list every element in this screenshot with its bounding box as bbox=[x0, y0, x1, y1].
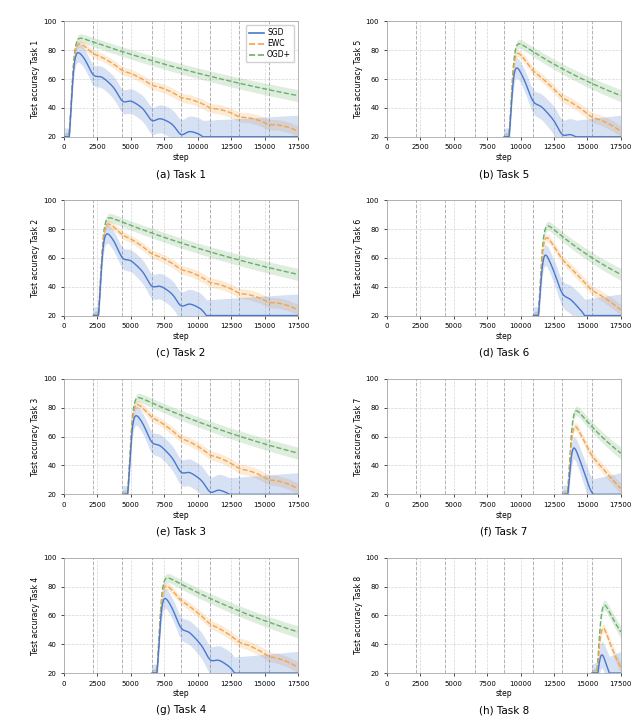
Text: (b) Task 5: (b) Task 5 bbox=[479, 169, 529, 179]
X-axis label: step: step bbox=[495, 332, 512, 341]
Text: (e) Task 3: (e) Task 3 bbox=[156, 526, 206, 536]
Y-axis label: Test accuracy Task 5: Test accuracy Task 5 bbox=[354, 40, 363, 118]
X-axis label: step: step bbox=[173, 511, 189, 520]
Text: (a) Task 1: (a) Task 1 bbox=[156, 169, 206, 179]
X-axis label: step: step bbox=[495, 690, 512, 698]
Text: (g) Task 4: (g) Task 4 bbox=[156, 705, 206, 715]
X-axis label: step: step bbox=[495, 153, 512, 163]
X-axis label: step: step bbox=[173, 690, 189, 698]
X-axis label: step: step bbox=[173, 153, 189, 163]
Text: (f) Task 7: (f) Task 7 bbox=[480, 526, 527, 536]
Text: (c) Task 2: (c) Task 2 bbox=[156, 348, 205, 358]
Text: (d) Task 6: (d) Task 6 bbox=[479, 348, 529, 358]
X-axis label: step: step bbox=[495, 511, 512, 520]
Y-axis label: Test accuracy Task 1: Test accuracy Task 1 bbox=[31, 40, 40, 118]
Legend: SGD, EWC, OGD+: SGD, EWC, OGD+ bbox=[246, 25, 294, 62]
Y-axis label: Test accuracy Task 2: Test accuracy Task 2 bbox=[31, 219, 40, 297]
Y-axis label: Test accuracy Task 6: Test accuracy Task 6 bbox=[354, 219, 363, 297]
X-axis label: step: step bbox=[173, 332, 189, 341]
Y-axis label: Test accuracy Task 7: Test accuracy Task 7 bbox=[354, 397, 363, 475]
Y-axis label: Test accuracy Task 3: Test accuracy Task 3 bbox=[31, 397, 40, 475]
Text: (h) Task 8: (h) Task 8 bbox=[479, 705, 529, 715]
Y-axis label: Test accuracy Task 8: Test accuracy Task 8 bbox=[354, 576, 363, 654]
Y-axis label: Test accuracy Task 4: Test accuracy Task 4 bbox=[31, 576, 40, 654]
